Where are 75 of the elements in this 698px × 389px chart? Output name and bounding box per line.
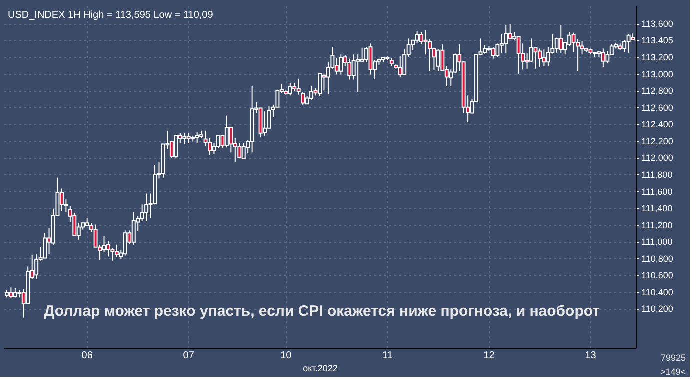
x-tick-label: 06: [82, 350, 94, 362]
x-tick-label: 12: [484, 350, 496, 362]
candlestick: [224, 115, 229, 148]
y-tick-label: 110,400: [642, 287, 674, 298]
candlestick: [229, 127, 234, 154]
y-tick-label: 112,800: [642, 86, 674, 96]
y-tick-label: 111,400: [642, 204, 673, 214]
candlestick: [626, 34, 631, 54]
candlestick: [568, 31, 572, 47]
y-tick-label: 111,200: [642, 220, 673, 230]
candlestick: [43, 232, 48, 259]
candlestick: [601, 48, 606, 68]
y-tick-label: 112,200: [642, 136, 674, 146]
candlestick: [398, 56, 402, 78]
x-tick-label: 11: [382, 350, 394, 362]
y-tick-label: 113,000: [642, 69, 674, 80]
x-axis-title: окт.2022: [303, 364, 338, 374]
y-tick-label: 110,800: [642, 254, 674, 264]
candlestick: [144, 193, 149, 222]
candlestick: [263, 111, 268, 136]
candlestick: [554, 37, 559, 54]
text: >149<: [660, 367, 686, 377]
candlestick: [195, 132, 200, 144]
candlestick: [132, 212, 136, 246]
candlestick: [542, 49, 546, 67]
candlestick: [334, 57, 339, 76]
candlestick: [496, 43, 500, 58]
candlestick: [368, 43, 373, 76]
x-tick-label: 07: [183, 350, 195, 362]
x-tick-label: 10: [280, 350, 292, 362]
candlestick: [238, 142, 242, 160]
candlestick: [415, 30, 420, 44]
text: 79925: [660, 353, 686, 363]
candlestick: [318, 73, 322, 98]
y-tick-label: 110,600: [642, 270, 674, 281]
candlestick: [123, 230, 128, 256]
candlestick: [182, 132, 187, 145]
y-tick-label: 112,400: [642, 120, 674, 130]
candlestick: [114, 244, 119, 258]
y-tick-label: 112,000: [642, 153, 674, 164]
candlestick: [356, 54, 360, 93]
candlestick: [9, 287, 14, 300]
y-tick-label: 113,405: [642, 35, 674, 46]
x-tick-label: 13: [585, 350, 597, 362]
candlestick: [559, 24, 564, 54]
candlestick: [436, 49, 440, 72]
y-tick-label: 111,000: [642, 237, 673, 248]
candlestick: [516, 36, 521, 74]
candlestick: [420, 31, 424, 46]
candlestick: [60, 188, 64, 212]
candlestick: [360, 47, 364, 63]
chart-title: USD_INDEX 1H High = 113,595 Low = 110,09: [8, 10, 214, 21]
candlestick: [310, 86, 314, 100]
candlestick: [242, 142, 246, 160]
candlestick: [288, 82, 292, 96]
candlestick: [348, 58, 352, 80]
y-tick-label: 111,600: [642, 186, 673, 197]
candlestick: [339, 54, 344, 76]
annotation: Доллар может резко упасть, если CPI окажется ниже прогноза, и наоборот: [44, 303, 600, 320]
y-tick-label: 110,200: [642, 304, 674, 314]
candlestick: [508, 24, 512, 40]
candlestick: [580, 40, 584, 56]
candlestick: [174, 134, 178, 160]
y-tick-label: 112,600: [642, 102, 674, 113]
candlestick: [216, 135, 220, 149]
y-tick-label: 113,600: [642, 19, 674, 30]
candlestick: [34, 254, 39, 280]
y-tick-label: 113,200: [642, 52, 674, 63]
y-tick-label: 111,800: [642, 170, 673, 180]
candlestick: [186, 132, 191, 144]
candlestick: [538, 48, 542, 68]
candlestick: [504, 24, 508, 54]
candlestick: [102, 236, 106, 253]
candlestick: [491, 46, 496, 60]
candlestick: [534, 46, 538, 70]
